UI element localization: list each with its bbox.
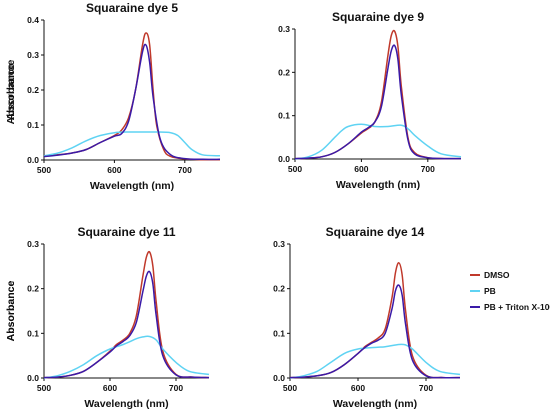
x-axis-label: Wavelength (nm) [90,180,174,192]
y-tick-label: 0.3 [27,239,39,249]
y-tick-label: 0.0 [273,373,285,383]
chart-title: Squaraine dye 5 [86,1,178,15]
series-line-pb-triton-x-100 [294,44,462,160]
x-tick-label: 600 [103,383,117,393]
series-line-dmso [43,250,210,379]
chart-title: Squaraine dye 9 [332,10,424,24]
y-axis-label: Absorbance [5,64,17,125]
series-line-dmso [294,29,462,160]
series-line-dmso [43,32,221,161]
series-line-pb [43,335,210,379]
y-tick-label: 0.0 [27,155,39,165]
x-tick-label: 700 [421,164,435,174]
series-line-pb [43,131,221,157]
y-axis-label: Absorbance [5,281,17,342]
x-tick-label: 500 [37,165,51,175]
series-line-pb-triton-x-100 [43,270,210,379]
y-tick-label: 0.3 [273,239,285,249]
y-tick-label: 0.0 [27,373,39,383]
y-tick-label: 0.2 [27,85,39,95]
legend-label: DMSO [484,270,510,280]
series-line-pb [289,343,461,379]
y-tick-label: 0.1 [273,328,285,338]
chart-panel-1: Squaraine dye 5 0.0 0.1 0.2 0.3 0.4 500 600 700 W… [5,1,221,192]
y-tick-label: 0.2 [27,284,39,294]
x-tick-label: 600 [351,383,365,393]
x-tick-label: 700 [178,165,192,175]
y-tick-label: 0.1 [27,120,39,130]
y-axis-label: Absorbance [5,60,17,121]
legend-label: PB + Triton X-100 [484,302,550,312]
x-tick-label: 600 [107,165,121,175]
y-axis-label: Absorbance [5,281,17,342]
x-axis-label: Wavelength (nm) [336,179,420,191]
y-tick-label: 0.3 [278,24,290,34]
x-tick-label: 700 [169,383,183,393]
y-tick-label: 0.1 [278,111,290,121]
chart-title: Squaraine dye 14 [326,225,425,239]
chart-title: Squaraine dye 11 [77,225,175,239]
chart-panel-3: Squaraine dye 11 0.0 0.1 0.2 0.3 500 600 700Wav… [5,225,210,410]
x-tick-label: 500 [288,164,302,174]
x-tick-label: 700 [419,383,433,393]
legend-label: PB [484,286,496,296]
series-line-pb-triton-x-100 [289,284,461,379]
y-tick-label: 0.0 [278,154,290,164]
y-tick-label: 0.1 [27,328,39,338]
y-tick-label: 0.4 [27,15,39,25]
x-tick-label: 500 [283,383,297,393]
x-tick-label: 500 [37,383,51,393]
y-tick-label: 0.2 [278,67,290,77]
x-tick-label: 600 [354,164,368,174]
x-axis-label: Wavelength (nm) [333,398,417,410]
x-axis-label: Wavelength (nm) [84,398,168,410]
series-line-pb [294,123,462,160]
y-tick-label: 0.3 [27,50,39,60]
legend: DMSO PB PB + Triton X-100 [470,270,550,312]
y-tick-label: 0.2 [273,284,285,294]
series-line-dmso [289,262,461,379]
series-line-pb-triton-x-100 [43,43,221,161]
